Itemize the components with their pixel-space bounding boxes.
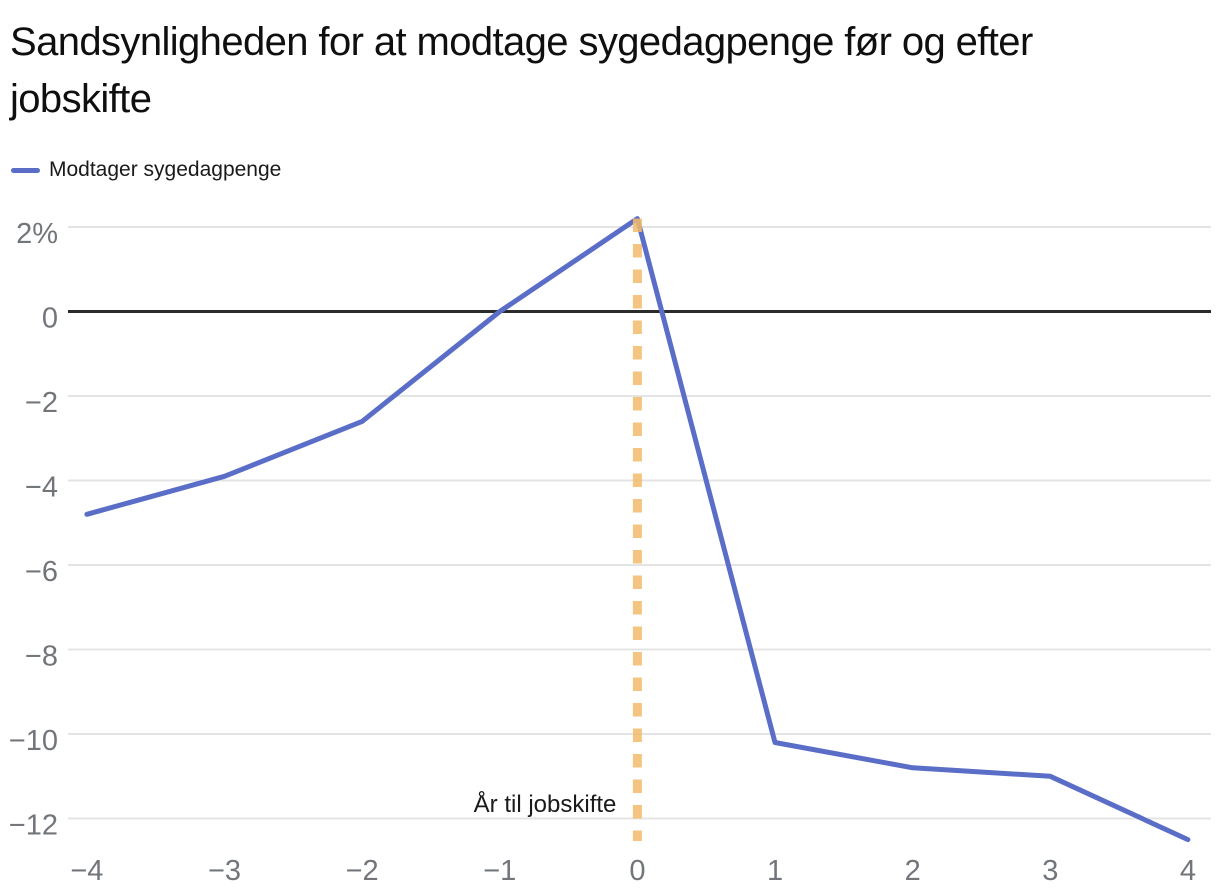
chart-title: Sandsynligheden for at modtage sygedagpe… (10, 14, 1033, 128)
y-tick-label: 2% (16, 218, 58, 250)
x-tick-label: 0 (629, 855, 645, 887)
y-tick-label: −6 (25, 556, 58, 588)
y-tick-label: −12 (9, 810, 58, 842)
x-tick-label: −1 (483, 855, 516, 887)
y-tick-label: 0 (42, 303, 58, 335)
x-tick-label: 4 (1180, 855, 1196, 887)
y-tick-label: −2 (25, 387, 58, 419)
y-tick-label: −10 (9, 725, 58, 757)
x-tick-label: 3 (1042, 855, 1058, 887)
legend-label: Modtager sygedagpenge (49, 158, 282, 181)
y-tick-label: −8 (25, 641, 58, 673)
chart-title-line-1: Sandsynligheden for at modtage sygedagpe… (10, 20, 1033, 64)
x-tick-label: 2 (905, 855, 921, 887)
x-tick-label: −4 (70, 855, 103, 887)
x-tick-label: −2 (346, 855, 379, 887)
legend-line-swatch (11, 167, 40, 173)
y-tick-label: −4 (25, 472, 58, 504)
x-tick-label: −3 (208, 855, 241, 887)
x-tick-label: 1 (767, 855, 783, 887)
annotation-event-label: År til jobskifte (474, 790, 617, 818)
legend: Modtager sygedagpenge (11, 159, 281, 181)
chart-title-line-2: jobskifte (10, 77, 152, 121)
